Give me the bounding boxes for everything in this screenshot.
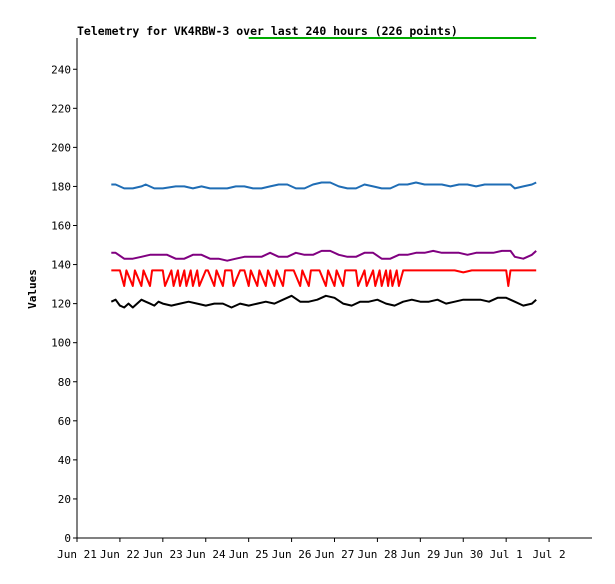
- series-line-1: [111, 181, 537, 190]
- y-tick-label: 0: [64, 532, 71, 545]
- x-tick-label: Jun 26: [272, 548, 312, 561]
- y-tick-label: 180: [51, 180, 71, 193]
- series-line-2: [111, 249, 537, 262]
- x-tick-label: Jun 29: [400, 548, 440, 561]
- y-tick-label: 120: [51, 298, 71, 311]
- y-tick-label: 160: [51, 220, 71, 233]
- x-tick-label: Jun 28: [358, 548, 398, 561]
- y-tick-label: 40: [58, 454, 71, 467]
- series-line-3: [111, 269, 537, 287]
- x-tick-label: Jun 24: [186, 548, 226, 561]
- x-tick-label: Jun 22: [100, 548, 140, 561]
- x-tick-label: Jun 30: [443, 548, 483, 561]
- x-tick-label: Jun 25: [229, 548, 269, 561]
- x-tick-label: Jun 23: [143, 548, 183, 561]
- series-line-4: [110, 294, 537, 309]
- y-tick-label: 20: [58, 493, 71, 506]
- series-layer: [110, 37, 537, 309]
- x-tick-label: Jul 2: [533, 548, 566, 561]
- y-tick-label: 200: [51, 141, 71, 154]
- y-axis-label: Values: [26, 269, 39, 309]
- x-tick-label: Jun 27: [315, 548, 355, 561]
- chart-title: Telemetry for VK4RBW-3 over last 240 hou…: [77, 24, 458, 38]
- y-tick-label: 240: [51, 63, 71, 76]
- y-tick-label: 220: [51, 102, 71, 115]
- y-tick-label: 60: [58, 415, 71, 428]
- y-tick-label: 80: [58, 376, 71, 389]
- x-tick-label: Jul 1: [490, 548, 523, 561]
- y-tick-label: 140: [51, 259, 71, 272]
- x-tick-label: Jun 21: [57, 548, 97, 561]
- y-tick-label: 100: [51, 337, 71, 350]
